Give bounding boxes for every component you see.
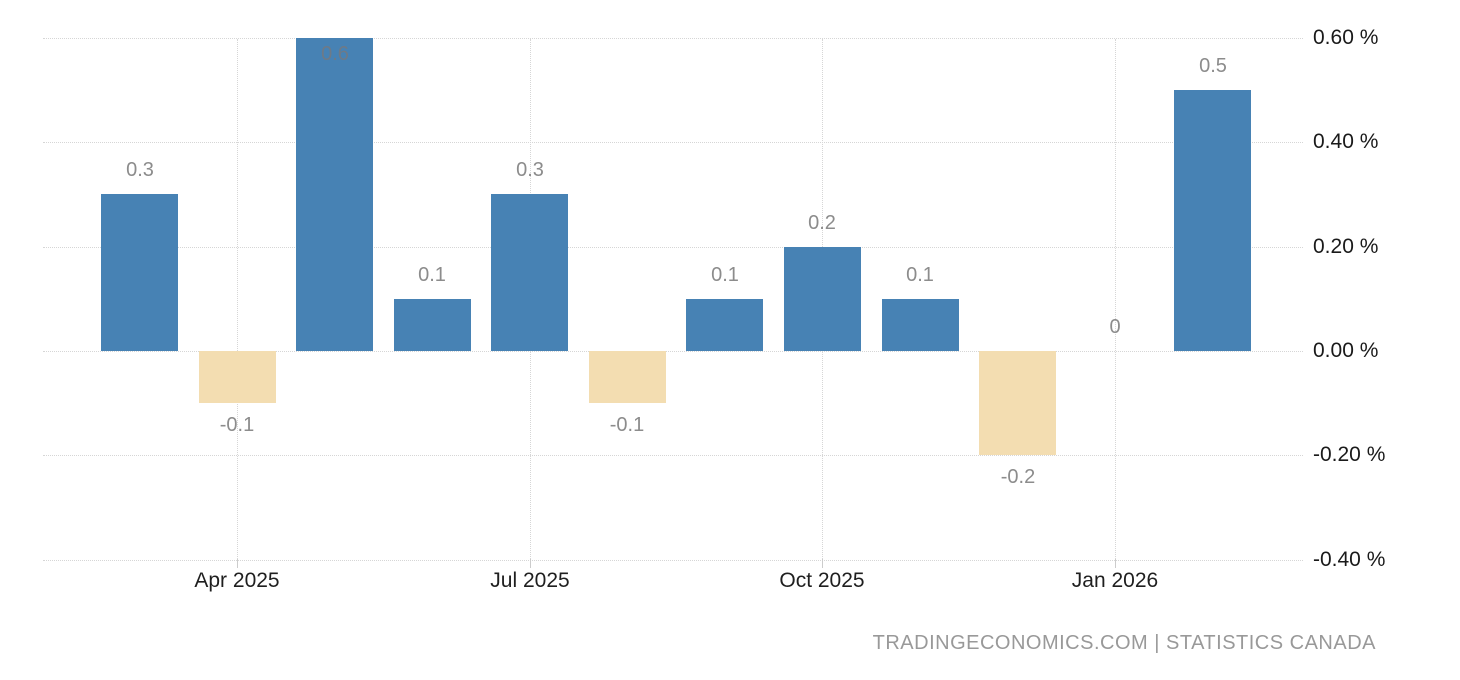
h-gridline <box>43 560 1303 561</box>
v-gridline <box>237 39 238 559</box>
bar-value-label: 0.3 <box>516 159 544 181</box>
x-tick-label: Jan 2026 <box>1071 569 1159 592</box>
bar[interactable] <box>101 194 178 351</box>
bar-value-label: 0.5 <box>1199 55 1227 77</box>
bar[interactable] <box>394 299 471 351</box>
h-gridline <box>43 38 1303 39</box>
bar-value-label: 0 <box>1109 316 1121 338</box>
x-tick-label: Oct 2025 <box>779 569 865 592</box>
bar-value-label: 0.1 <box>418 264 446 286</box>
x-tick-label: Apr 2025 <box>194 569 280 592</box>
x-axis-tick <box>1115 559 1116 568</box>
x-tick-label: Jul 2025 <box>490 569 570 592</box>
bar-value-label: 0.2 <box>808 212 836 234</box>
x-axis-tick <box>237 559 238 568</box>
bar[interactable] <box>686 299 763 351</box>
y-axis-label: 0.60 % <box>1313 26 1379 49</box>
bar[interactable] <box>589 351 666 403</box>
bar-value-label: -0.1 <box>609 414 645 436</box>
bar-value-label: 0.1 <box>906 264 934 286</box>
y-axis-label: -0.20 % <box>1313 443 1386 466</box>
x-axis-tick <box>822 559 823 568</box>
v-gridline <box>1115 39 1116 559</box>
bar-value-label: 0.6 <box>321 43 349 65</box>
bar-value-label: 0.3 <box>126 159 154 181</box>
y-axis-label: 0.00 % <box>1313 339 1379 362</box>
h-gridline <box>43 351 1303 352</box>
y-axis-label: 0.40 % <box>1313 130 1379 153</box>
bar-value-label: 0.1 <box>711 264 739 286</box>
bar-value-label: -0.1 <box>219 414 255 436</box>
bar[interactable] <box>979 351 1056 455</box>
bar[interactable] <box>199 351 276 403</box>
x-axis-tick <box>530 559 531 568</box>
bar[interactable] <box>491 194 568 351</box>
bar-value-label: -0.2 <box>1000 466 1036 488</box>
bar[interactable] <box>784 247 861 351</box>
y-axis-label: -0.40 % <box>1313 548 1386 571</box>
bar[interactable] <box>1174 90 1251 351</box>
y-axis-label: 0.20 % <box>1313 235 1379 258</box>
attribution-watermark: TRADINGECONOMICS.COM | STATISTICS CANADA <box>872 632 1376 654</box>
bar[interactable] <box>296 38 373 351</box>
bar[interactable] <box>882 299 959 351</box>
h-gridline <box>43 247 1303 248</box>
h-gridline <box>43 142 1303 143</box>
h-gridline <box>43 455 1303 456</box>
